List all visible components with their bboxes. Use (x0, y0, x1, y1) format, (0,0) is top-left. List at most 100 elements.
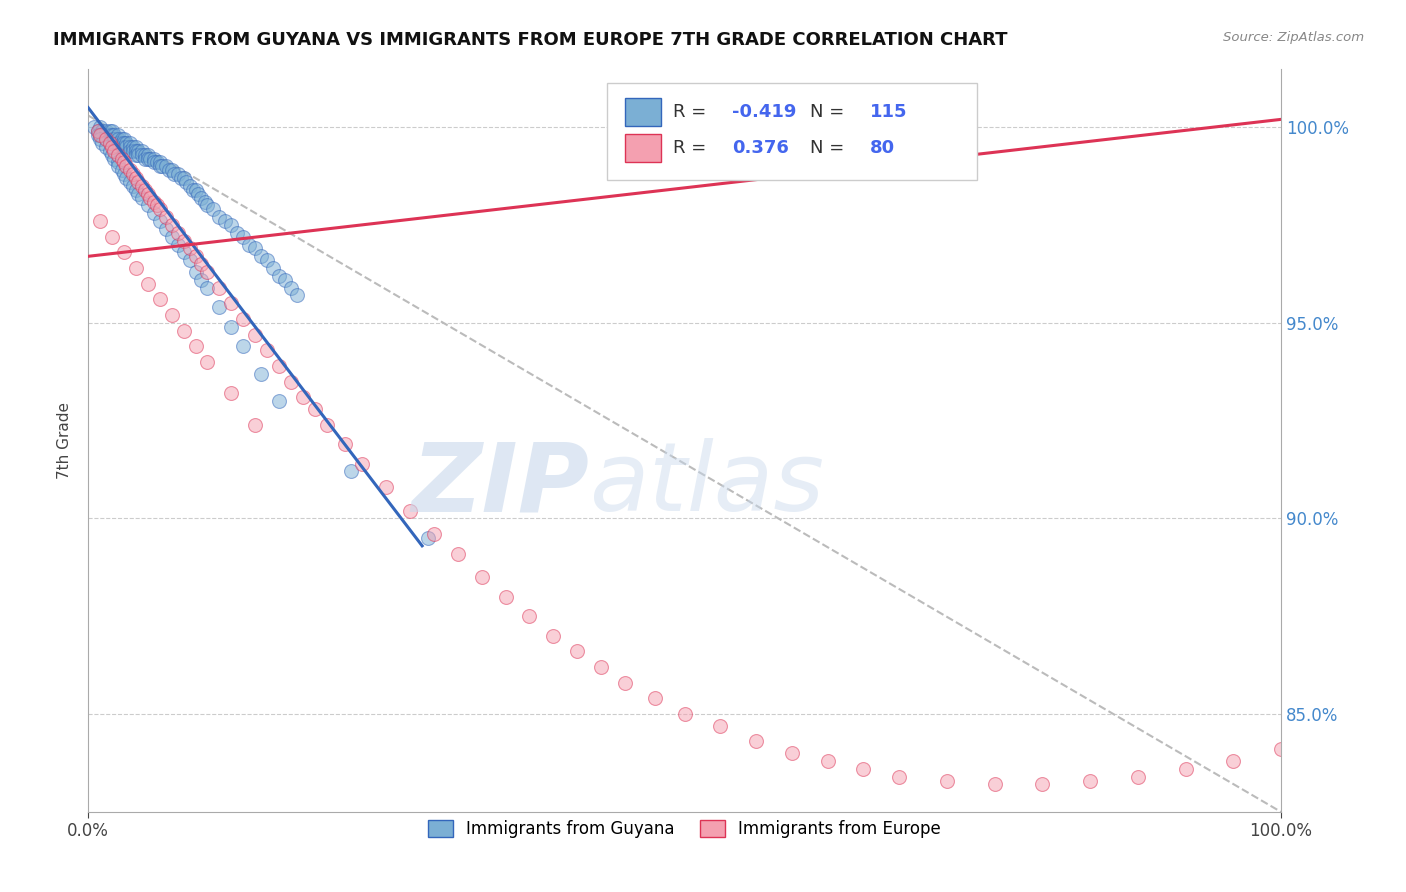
Point (613, 675, 636, 690)
Point (136, 277, 159, 291)
Point (122, 144, 145, 158)
Point (173, 245, 195, 260)
Point (136, 186, 159, 201)
Point (94, 124, 117, 138)
Point (163, 167, 186, 181)
Point (118, 144, 141, 158)
Point (142, 155, 165, 169)
Point (1078, 773, 1101, 788)
Point (107, 128, 129, 142)
Point (110, 152, 132, 166)
Point (423, 527, 446, 541)
Point (197, 198, 219, 212)
Point (160, 163, 183, 178)
Point (155, 159, 177, 173)
Point (447, 547, 470, 561)
Bar (624, 134, 661, 162)
Point (112, 155, 135, 169)
Point (184, 339, 207, 353)
Point (471, 570, 494, 584)
Point (101, 229, 124, 244)
Point (91, 136, 114, 150)
Point (115, 140, 138, 154)
Point (127, 186, 149, 201)
Point (103, 152, 125, 166)
Point (110, 163, 132, 178)
Point (142, 194, 165, 209)
Point (780, 746, 803, 760)
Point (112, 167, 135, 181)
Point (122, 167, 145, 181)
Point (184, 183, 207, 197)
Point (232, 339, 254, 353)
Point (291, 390, 314, 404)
Point (83, 120, 105, 135)
Point (115, 136, 138, 150)
Point (232, 312, 254, 326)
Point (134, 152, 156, 166)
Text: atlas: atlas (589, 438, 824, 532)
Point (86, 128, 108, 142)
Point (256, 253, 278, 268)
Point (131, 144, 153, 158)
Point (673, 707, 696, 722)
Point (101, 124, 124, 138)
Point (142, 152, 165, 166)
Text: R =: R = (672, 103, 711, 120)
Point (107, 132, 129, 146)
Point (160, 218, 183, 232)
Point (139, 152, 162, 166)
Point (166, 237, 188, 252)
Point (86, 124, 108, 138)
Point (149, 155, 172, 169)
Point (202, 202, 225, 217)
Point (131, 178, 153, 193)
Point (352, 457, 374, 471)
Point (280, 280, 302, 294)
Point (208, 280, 231, 294)
Point (91, 124, 114, 138)
Point (142, 206, 165, 220)
Point (103, 132, 125, 146)
Point (131, 191, 153, 205)
Point (107, 155, 129, 169)
Point (91, 128, 114, 142)
Point (983, 777, 1005, 791)
Point (889, 770, 911, 784)
Point (134, 183, 156, 197)
Point (1031, 777, 1053, 791)
Point (179, 253, 201, 268)
Point (179, 242, 201, 256)
Point (267, 268, 290, 283)
Point (852, 762, 875, 776)
Text: ZIP: ZIP (412, 438, 589, 532)
Point (174, 175, 197, 189)
Point (89, 214, 111, 228)
Point (112, 136, 135, 150)
Point (1270, 742, 1292, 756)
Point (745, 734, 768, 748)
Point (98, 144, 121, 158)
Point (256, 343, 278, 358)
Point (250, 249, 273, 263)
Point (101, 147, 124, 161)
Point (166, 167, 188, 181)
Point (118, 163, 141, 178)
Point (101, 132, 124, 146)
Point (232, 229, 254, 244)
Text: 115: 115 (869, 103, 907, 120)
Point (184, 249, 207, 263)
Point (567, 644, 589, 658)
Point (125, 261, 148, 276)
Point (333, 437, 356, 451)
Point (86, 124, 108, 138)
Point (173, 324, 195, 338)
Bar (624, 97, 661, 126)
Point (127, 175, 149, 189)
Point (101, 128, 124, 142)
Point (339, 465, 361, 479)
Text: -0.419: -0.419 (733, 103, 797, 120)
Point (149, 159, 172, 173)
Point (125, 171, 148, 186)
Point (112, 245, 135, 260)
